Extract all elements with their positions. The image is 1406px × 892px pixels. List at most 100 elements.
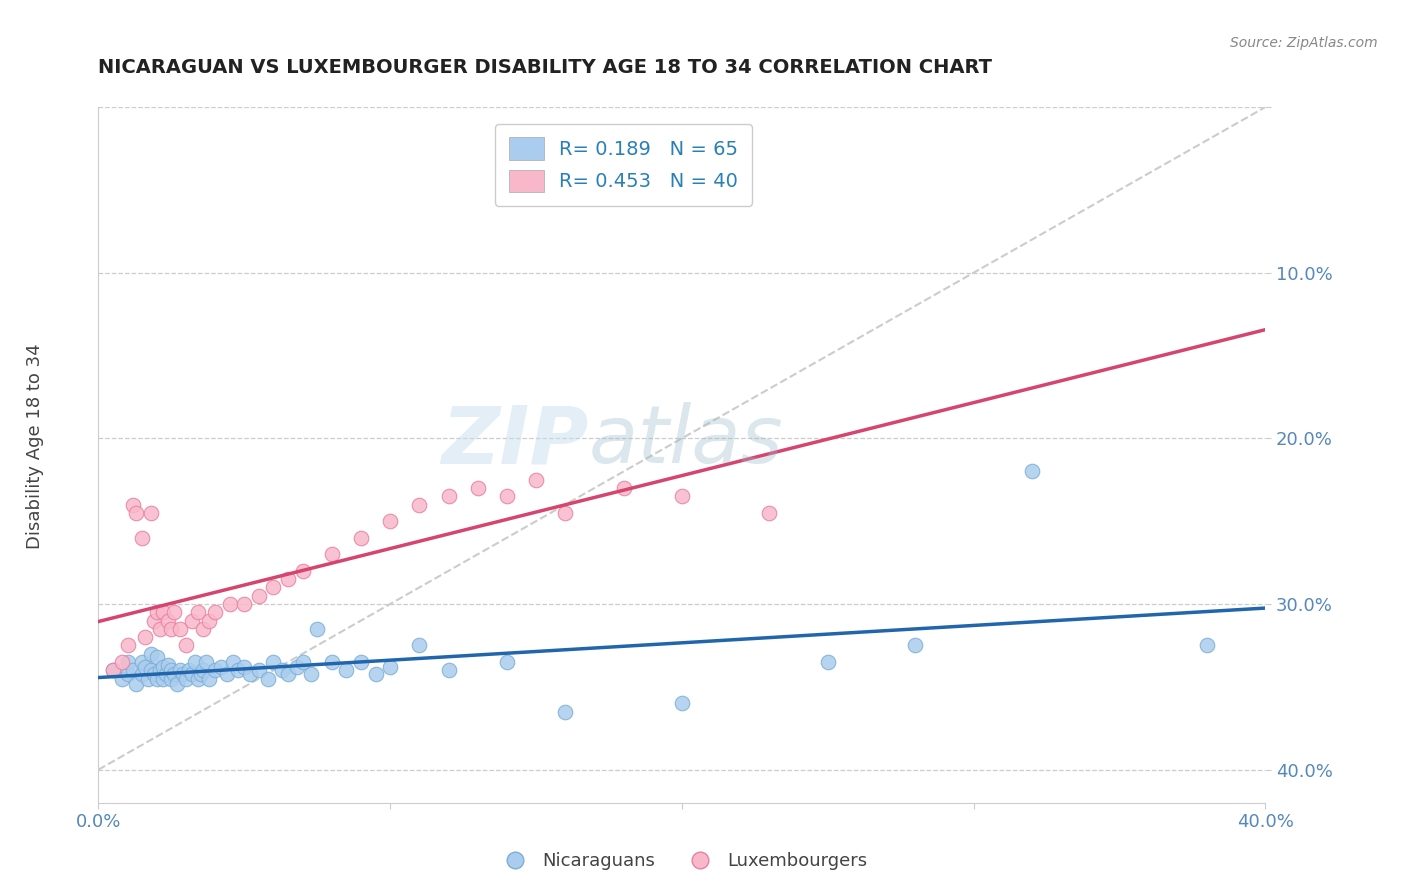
Point [134, 660, 156, 674]
Point [262, 581, 284, 595]
Point [285, 660, 308, 674]
Point [1021, 465, 1043, 479]
Point [378, 514, 402, 528]
Point [163, 666, 186, 681]
Point [321, 547, 343, 561]
Point [204, 663, 226, 677]
Point [193, 663, 215, 677]
Point [256, 672, 278, 686]
Point [139, 647, 162, 661]
Point [172, 666, 194, 681]
Point [209, 660, 232, 674]
Point [117, 666, 139, 681]
Text: Source: ZipAtlas.com: Source: ZipAtlas.com [1230, 36, 1378, 50]
Point [524, 473, 547, 487]
Point [117, 655, 139, 669]
Point [174, 639, 197, 653]
Point [247, 663, 270, 677]
Point [277, 572, 299, 586]
Point [146, 672, 169, 686]
Point [671, 697, 693, 711]
Point [239, 666, 262, 681]
Point [180, 666, 202, 681]
Point [215, 666, 238, 681]
Point [134, 630, 156, 644]
Point [321, 655, 343, 669]
Point [299, 666, 322, 681]
Point [495, 655, 517, 669]
Point [277, 666, 299, 681]
Point [157, 614, 180, 628]
Point [111, 655, 134, 669]
Point [131, 655, 153, 669]
Point [136, 672, 159, 686]
Point [152, 660, 174, 674]
Point [378, 660, 402, 674]
Point [233, 597, 256, 611]
Point [149, 663, 172, 677]
Point [247, 589, 270, 603]
Point [163, 605, 186, 619]
Text: atlas: atlas [589, 402, 783, 480]
Point [904, 639, 927, 653]
Point [195, 655, 218, 669]
Point [350, 655, 373, 669]
Point [122, 663, 145, 677]
Point [408, 639, 430, 653]
Point [495, 489, 517, 503]
Point [152, 605, 174, 619]
Point [350, 531, 373, 545]
Point [177, 663, 200, 677]
Point [117, 639, 139, 653]
Point [139, 506, 162, 520]
Point [157, 658, 180, 673]
Point [233, 660, 256, 674]
Point [122, 498, 145, 512]
Point [221, 655, 243, 669]
Point [817, 655, 839, 669]
Point [193, 622, 215, 636]
Text: ZIP: ZIP [441, 402, 589, 480]
Point [139, 663, 162, 677]
Text: NICARAGUAN VS LUXEMBOURGER DISABILITY AGE 18 TO 34 CORRELATION CHART: NICARAGUAN VS LUXEMBOURGER DISABILITY AG… [98, 58, 993, 77]
Point [612, 481, 634, 495]
Point [1195, 639, 1218, 653]
Point [671, 489, 693, 503]
Point [146, 605, 169, 619]
Point [467, 481, 489, 495]
Point [218, 597, 240, 611]
Point [131, 531, 153, 545]
Point [169, 663, 191, 677]
Point [166, 676, 188, 690]
Point [142, 666, 165, 681]
Point [204, 605, 226, 619]
Point [111, 672, 134, 686]
Point [307, 622, 329, 636]
Point [335, 663, 357, 677]
Point [125, 506, 148, 520]
Point [149, 622, 172, 636]
Point [160, 663, 183, 677]
Point [554, 506, 576, 520]
Point [364, 666, 387, 681]
Point [131, 666, 153, 681]
Text: Disability Age 18 to 34: Disability Age 18 to 34 [27, 343, 44, 549]
Point [125, 676, 148, 690]
Point [291, 655, 314, 669]
Point [271, 663, 294, 677]
Point [198, 672, 221, 686]
Point [187, 672, 209, 686]
Point [437, 663, 460, 677]
Point [180, 614, 202, 628]
Point [408, 498, 430, 512]
Point [554, 705, 576, 719]
Point [101, 663, 124, 677]
Legend: Nicaraguans, Luxembourgers: Nicaraguans, Luxembourgers [489, 845, 875, 877]
Point [101, 663, 124, 677]
Point [198, 614, 221, 628]
Point [183, 655, 205, 669]
Point [437, 489, 460, 503]
Point [152, 672, 174, 686]
Point [160, 622, 183, 636]
Point [187, 605, 209, 619]
